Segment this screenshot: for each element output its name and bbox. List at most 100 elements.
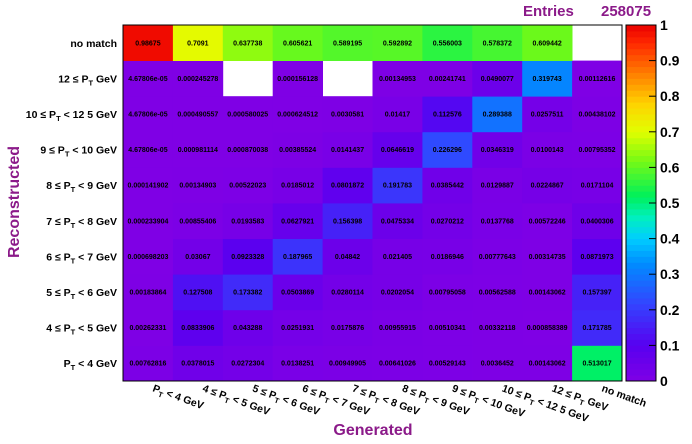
- heatmap-cell: [522, 203, 573, 239]
- heatmap-cell: [322, 203, 373, 239]
- heatmap-cell: [472, 96, 523, 133]
- color-bar-segment: [626, 333, 656, 340]
- color-bar-tick-label: 0.8: [660, 88, 680, 104]
- cell-value-label: 0.00949905: [329, 361, 366, 368]
- cell-value-label: 0.000624512: [277, 112, 318, 119]
- heatmap-cell: [372, 345, 423, 382]
- cell-value-label: 0.0378015: [181, 361, 214, 368]
- cell-value-label: 0.637738: [233, 40, 262, 47]
- cell-value-label: 0.578372: [483, 40, 512, 47]
- cell-value-label: 0.000870038: [227, 147, 268, 154]
- color-bar-segment: [626, 363, 656, 370]
- cell-value-label: 0.589195: [333, 40, 362, 47]
- y-tick-label: 7 ≤ PT < 8 GeV: [46, 216, 117, 230]
- cell-value-label: 0.0036452: [481, 361, 514, 368]
- y-tick-label: 8 ≤ PT < 9 GeV: [46, 180, 117, 194]
- cell-value-label: 0.00572246: [529, 218, 566, 225]
- cell-value-label: 0.00143062: [529, 290, 566, 297]
- cell-value-label: 0.0100143: [531, 147, 564, 154]
- heatmap-cell: [572, 131, 623, 168]
- cell-value-label: 0.043288: [233, 325, 262, 332]
- cell-value-label: 0.0141437: [331, 147, 364, 154]
- heatmap-cell: [572, 203, 623, 239]
- y-tick-label: 5 ≤ PT < 6 GeV: [46, 287, 117, 301]
- cell-value-label: 0.00262331: [129, 325, 166, 332]
- cell-value-label: 0.00795352: [579, 147, 616, 154]
- heatmap-cell: [123, 203, 174, 239]
- y-tick-label: 6 ≤ PT < 7 GeV: [46, 251, 117, 265]
- color-bar-segment: [626, 131, 656, 139]
- cell-value-label: 0.0175876: [331, 325, 364, 332]
- color-bar-segment: [626, 191, 656, 198]
- heatmap-cell: [172, 203, 224, 239]
- cell-value-label: 0.00183864: [129, 290, 166, 297]
- heatmap-cell: [472, 131, 523, 168]
- heatmap-cell: [522, 274, 573, 311]
- cell-value-label: 0.0224867: [531, 183, 564, 190]
- heatmap-cell: [272, 60, 323, 97]
- heatmap-cells: [123, 25, 623, 382]
- color-bar-tick-label: 0.4: [660, 231, 680, 247]
- cell-value-label: 0.0346319: [481, 147, 514, 154]
- cell-value-label: 0.0030581: [331, 112, 364, 119]
- x-axis-title: Generated: [333, 422, 412, 439]
- color-bar-tick-label: 0.1: [660, 337, 680, 353]
- color-bar-segment: [626, 339, 656, 346]
- heatmap-cell: [322, 238, 373, 275]
- cell-labels: 0.00762816 0.0378015 0.0272304 0.0138251 0.0…: [128, 40, 616, 367]
- color-bar-segment: [626, 244, 656, 251]
- y-axis-title: Reconstructed: [6, 146, 23, 258]
- heatmap-cell: [272, 25, 323, 61]
- cell-value-label: 0.0833906: [181, 325, 214, 332]
- heatmap-cell: [522, 167, 573, 204]
- color-bar-segment: [626, 297, 656, 305]
- cell-value-label: 0.0646619: [381, 147, 414, 154]
- color-bar-tick-label: 0: [660, 373, 668, 389]
- heatmap-cell: [422, 345, 473, 382]
- heatmap-cell: [422, 203, 473, 239]
- cell-value-label: 0.00438102: [579, 112, 616, 119]
- color-bar-segment: [626, 36, 656, 44]
- color-bar-segment: [626, 125, 656, 133]
- cell-value-label: 0.0171104: [581, 183, 614, 190]
- cell-value-label: 0.605621: [283, 40, 312, 47]
- color-bar-segment: [626, 226, 656, 234]
- cell-value-label: 0.0185012: [281, 183, 314, 190]
- heatmap-cell: [123, 167, 174, 204]
- color-bar-segment: [626, 78, 656, 85]
- heatmap-cell: [322, 345, 373, 382]
- plot-frame: [122, 24, 623, 382]
- cell-value-label: 0.00522023: [229, 183, 266, 190]
- color-bar-ticks: 0 0.1 0.2 0.3 0.4 0.5 0.6 0.7 0.8 0.9 1: [649, 17, 680, 389]
- heatmap-cell: [522, 60, 573, 97]
- cell-value-label: 0.00855406: [179, 218, 216, 225]
- y-tick-label: 12 ≤ PT GeV: [58, 73, 117, 87]
- heatmap-cell: [272, 96, 323, 133]
- cell-value-label: 0.000858389: [527, 325, 568, 332]
- heatmap-cell: [422, 60, 473, 97]
- heatmap-cell: [522, 238, 573, 275]
- cell-value-label: 0.00795058: [429, 290, 466, 297]
- cell-value-label: 0.319743: [533, 76, 562, 83]
- color-bar-tick-label: 0.5: [660, 195, 680, 211]
- heatmap-cell: [322, 167, 373, 204]
- color-bar-segment: [626, 203, 656, 210]
- cell-value-label: 0.0871973: [581, 254, 614, 261]
- cell-value-label: 0.0138251: [281, 361, 314, 368]
- heatmap-cell: [123, 345, 174, 382]
- color-bar-tick-label: 1: [660, 17, 668, 33]
- cell-value-label: 4.67806e-05: [128, 112, 167, 119]
- color-bar-segment: [626, 232, 656, 240]
- cell-value-label: 0.04842: [335, 254, 360, 261]
- cell-value-label: 0.0923328: [231, 254, 264, 261]
- color-bar-segment: [626, 143, 656, 151]
- cell-value-label: 0.0202054: [381, 290, 414, 297]
- heatmap-cell: [472, 203, 523, 239]
- heatmap-cell: [322, 131, 373, 168]
- heatmap-cell: [322, 96, 373, 133]
- color-bar-segment: [626, 315, 656, 323]
- color-bar-segment: [626, 137, 656, 145]
- heatmap-cell: [172, 25, 224, 61]
- cell-value-label: 0.00143062: [529, 361, 566, 368]
